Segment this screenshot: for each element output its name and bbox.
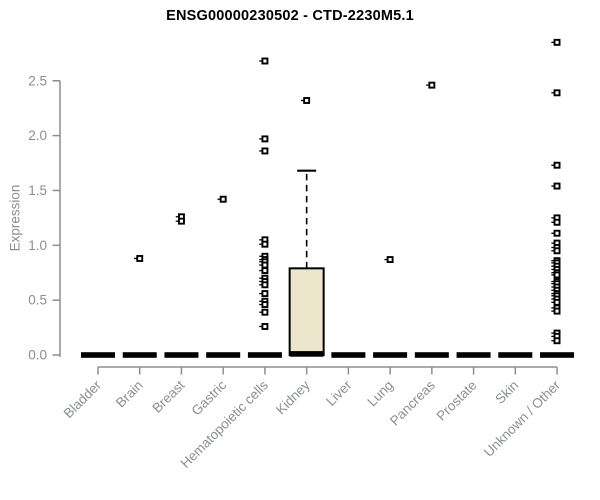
outlier-point [261, 135, 269, 143]
box [288, 267, 325, 357]
outlier-point [261, 308, 269, 316]
x-tick-label: Skin [492, 378, 521, 407]
outlier-point [136, 255, 144, 262]
x-tick-label: Gastric [188, 377, 229, 418]
outlier-point [553, 298, 561, 306]
outlier-point [553, 161, 561, 169]
chart-title: ENSG00000230502 - CTD-2230M5.1 [166, 8, 414, 24]
outlier-point [261, 147, 269, 155]
median-bar [540, 352, 575, 358]
outlier-point [553, 247, 561, 255]
median-bar [206, 352, 241, 358]
x-tick-label: Lung [364, 378, 396, 410]
outlier-point [553, 218, 561, 226]
x-tick-label: Prostate [434, 378, 480, 424]
outlier-point [178, 217, 185, 225]
outlier-point [553, 182, 561, 190]
x-tick-label: Breast [149, 377, 187, 415]
median-bar [331, 352, 366, 358]
outlier-point [261, 281, 269, 289]
x-tick-label: Liver [323, 377, 355, 409]
outlier-point [261, 290, 269, 298]
outlier-point [553, 89, 561, 97]
outlier-point [261, 57, 269, 65]
outlier-point [261, 301, 269, 308]
median-bar [247, 352, 282, 358]
x-tick-label: Kidney [273, 377, 313, 417]
x-tick-label: Bladder [61, 377, 105, 421]
outlier-point [261, 267, 269, 274]
median-bar [498, 352, 533, 358]
outlier-point [428, 81, 436, 89]
outlier-point [261, 323, 269, 330]
y-tick-label: 0.0 [28, 348, 47, 363]
median-bar [81, 352, 115, 358]
y-tick-label: 1.0 [28, 238, 47, 253]
outlier-point [219, 195, 227, 203]
outlier-point [553, 337, 561, 345]
outlier-point [553, 307, 561, 315]
outlier-point [553, 271, 561, 279]
median-bar [414, 352, 449, 358]
median-bar [122, 352, 157, 358]
x-tick-label: Unknown / Other [481, 377, 564, 460]
x-tick-label: Pancreas [387, 377, 438, 428]
median-bar [289, 351, 324, 357]
outlier-point [303, 97, 311, 104]
outlier-point [261, 261, 269, 269]
x-tick-label: Brain [113, 378, 146, 411]
median-bar [373, 352, 408, 358]
outlier-point [553, 38, 561, 46]
y-tick-label: 1.5 [28, 183, 47, 198]
outlier-point [261, 240, 269, 248]
y-tick-label: 0.5 [28, 293, 47, 308]
outlier-point [386, 256, 394, 264]
y-tick-label: 2.0 [28, 128, 47, 143]
median-bar [164, 352, 199, 358]
median-bar [456, 352, 491, 358]
y-tick-label: 2.5 [28, 73, 47, 88]
outlier-point [553, 229, 561, 237]
